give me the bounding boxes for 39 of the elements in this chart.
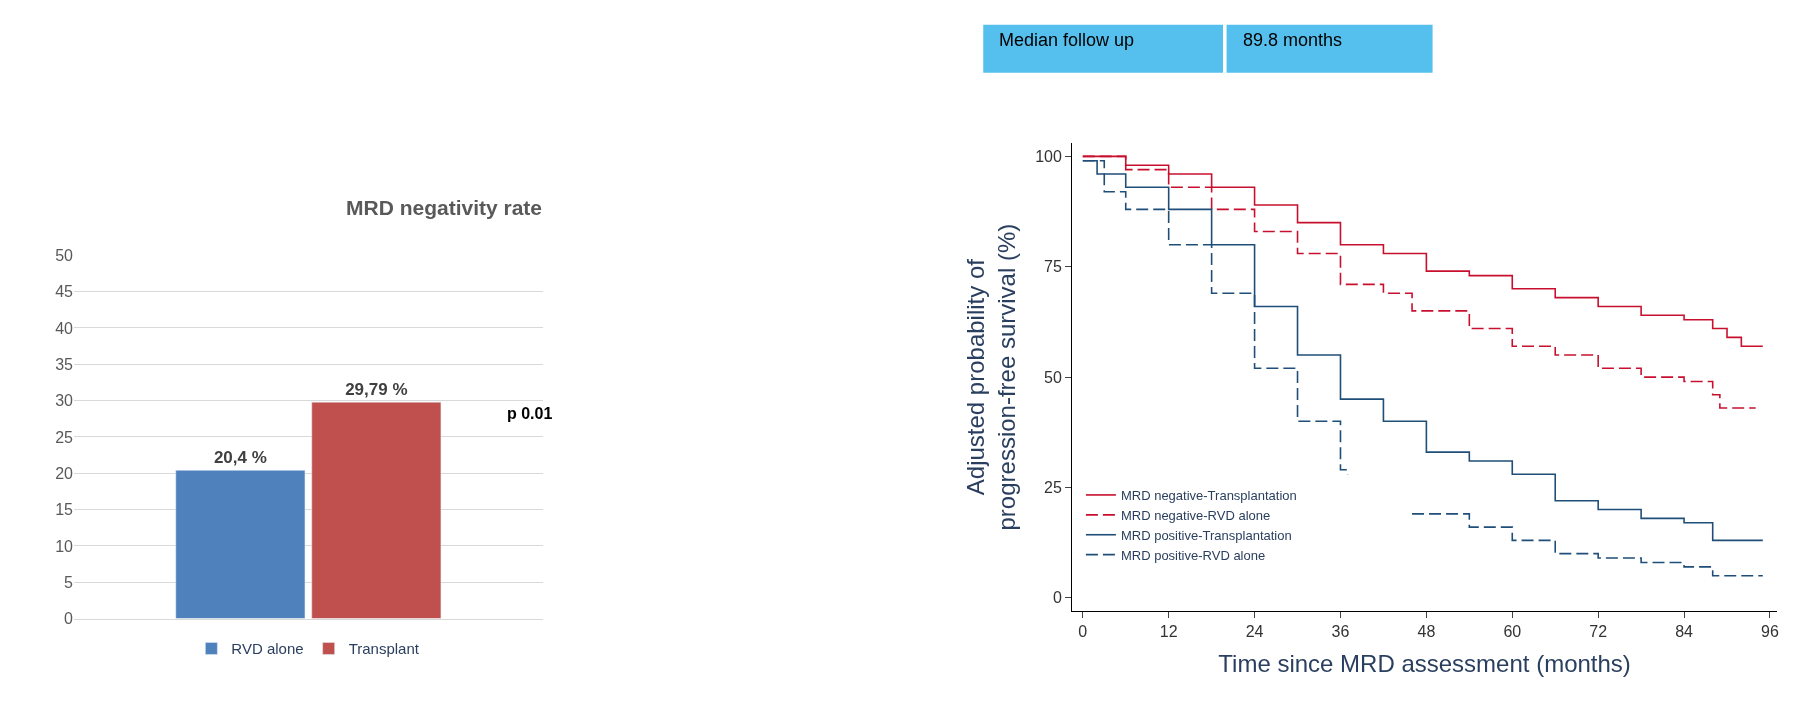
y-tick-label: 25 <box>1044 479 1062 497</box>
x-tick-label: 96 <box>1761 623 1779 641</box>
y-tick-label: 100 <box>1035 148 1062 166</box>
text: Median follow up <box>999 30 1135 50</box>
data-label: 20,4 % <box>213 448 267 468</box>
y-tick-label: 0 <box>64 610 74 628</box>
y-tick-label: 30 <box>55 392 74 410</box>
y-tick-label: 35 <box>55 355 74 373</box>
y-tick-label: 25 <box>55 428 74 446</box>
y-tick-label: 0 <box>1052 589 1062 607</box>
y-tick-label: 20 <box>55 464 74 482</box>
text: 89.8 months <box>1243 30 1343 50</box>
y-tick-label: 50 <box>1044 368 1062 386</box>
annotation: p 0.01 <box>507 405 553 422</box>
data-label: 29,79 % <box>345 380 408 400</box>
x-axis-title: Time since MRD assessment (months) <box>1218 649 1631 677</box>
y-axis-title: Adjusted probability of progression-free survival (%) <box>962 223 1021 531</box>
y-tick-label: 5 <box>64 573 74 591</box>
legend-label: MRD positive-RVD alone <box>1120 547 1266 563</box>
legend-label: MRD negative-RVD alone <box>1120 507 1271 523</box>
y-tick-label: 15 <box>55 501 74 519</box>
y-tick-label: 45 <box>55 283 74 301</box>
x-tick-label: 72 <box>1589 623 1608 641</box>
x-tick-label: 24 <box>1245 623 1264 641</box>
x-tick-label: 60 <box>1503 623 1522 641</box>
y-tick-label: 50 <box>55 246 74 264</box>
y-tick-label: 10 <box>55 537 74 555</box>
legend-label: MRD negative-Transplantation <box>1120 488 1297 504</box>
x-tick-label: 36 <box>1331 623 1350 641</box>
legend-label: Transplant <box>348 640 420 658</box>
y-tick-label: 75 <box>1044 258 1062 276</box>
x-tick-label: 84 <box>1675 623 1694 641</box>
y-tick-label: 40 <box>55 319 74 337</box>
x-tick-label: 0 <box>1078 623 1088 641</box>
x-tick-label: 12 <box>1159 623 1178 641</box>
chart-title: MRD negativity rate <box>346 196 543 219</box>
legend-label: RVD alone <box>231 640 304 658</box>
x-tick-label: 48 <box>1417 623 1436 641</box>
legend-label: MRD positive-Transplantation <box>1120 527 1292 543</box>
